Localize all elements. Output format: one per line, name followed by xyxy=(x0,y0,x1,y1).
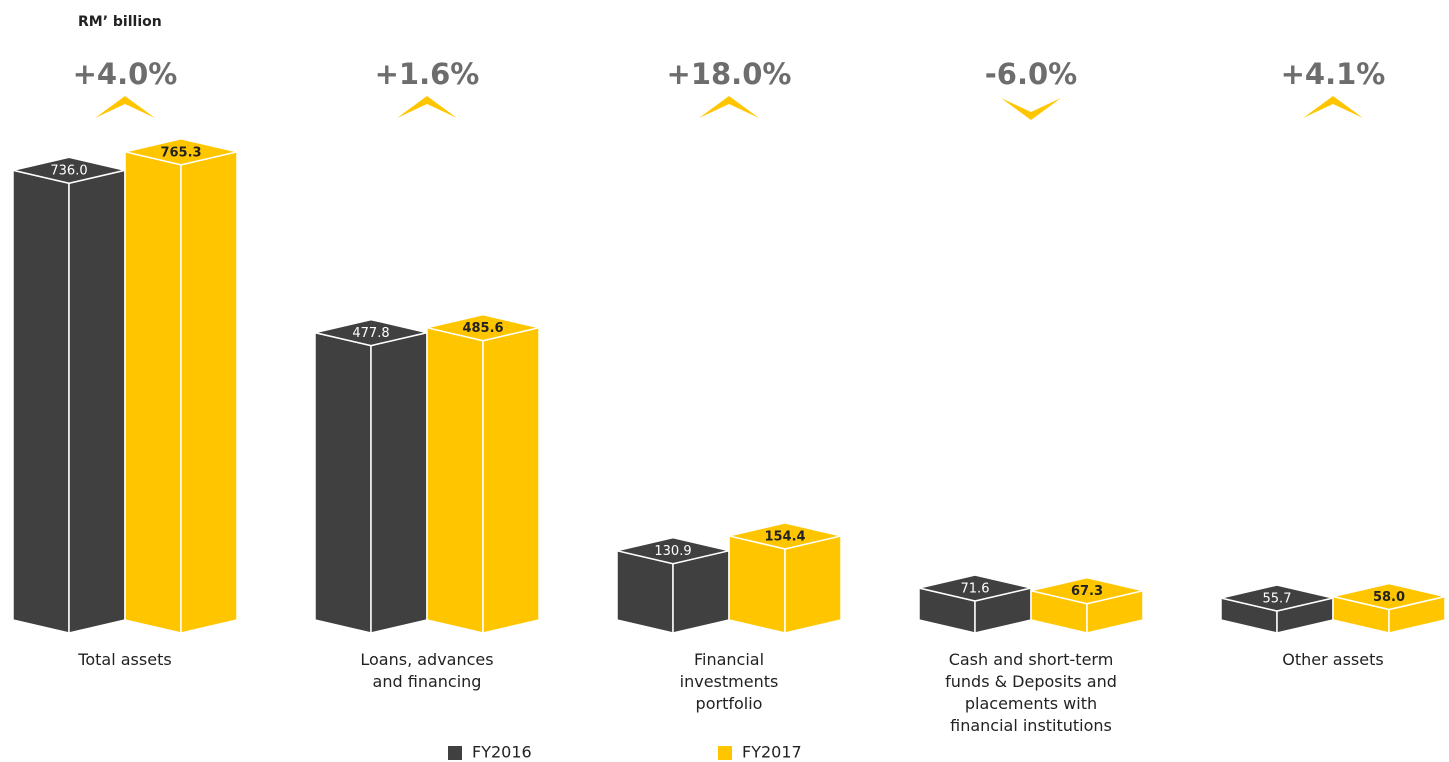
bar-right-face xyxy=(672,549,730,634)
value-label: 485.6 xyxy=(462,321,503,336)
change-annotation: +18.0% xyxy=(667,57,792,91)
value-label: 71.6 xyxy=(961,581,990,596)
value-label: 67.3 xyxy=(1071,584,1103,599)
change-chevron xyxy=(1303,96,1363,118)
bar-top-face xyxy=(1030,576,1144,605)
unit-label: RM’ billion xyxy=(78,14,162,30)
bar-left-face xyxy=(616,549,674,634)
value-label: 130.9 xyxy=(654,544,691,559)
bar-top-face xyxy=(728,522,842,550)
legend-label: FY2017 xyxy=(742,743,802,762)
bar-right-face xyxy=(482,326,540,634)
bar-top-face xyxy=(918,574,1032,602)
legend-label: FY2016 xyxy=(472,743,532,762)
bar-top-face xyxy=(1332,582,1446,611)
value-label: 736.0 xyxy=(50,164,87,179)
change-chevron xyxy=(699,96,759,118)
value-label: 765.3 xyxy=(160,145,201,160)
x-tick-label: Loans, advances and financing xyxy=(360,650,493,691)
bar-left-face xyxy=(728,534,786,634)
value-label: 55.7 xyxy=(1263,591,1292,606)
change-chevron xyxy=(95,96,155,118)
change-annotation: +1.6% xyxy=(375,57,480,91)
bar-left-face xyxy=(12,169,70,634)
bar-right-face xyxy=(784,534,842,634)
bar-left-face xyxy=(426,326,484,634)
x-tick-label: Financial investments portfolio xyxy=(680,650,779,713)
bar-right-face xyxy=(180,150,238,634)
change-annotation: -6.0% xyxy=(985,57,1077,91)
value-label: 154.4 xyxy=(764,529,805,544)
change-chevron xyxy=(1001,98,1061,120)
bar-top-face xyxy=(426,313,540,342)
x-tick-label: Total assets xyxy=(77,650,171,669)
bar-right-face xyxy=(370,331,428,634)
change-annotation: +4.1% xyxy=(1281,57,1386,91)
x-tick-label: Other assets xyxy=(1282,650,1383,669)
bar-left-face xyxy=(314,331,372,634)
legend-swatch xyxy=(718,746,732,760)
change-annotation: +4.0% xyxy=(73,57,178,91)
value-label: 58.0 xyxy=(1373,590,1405,605)
bar-top-face xyxy=(124,138,238,166)
value-label: 477.8 xyxy=(352,326,389,341)
change-chevron xyxy=(397,96,457,118)
bar-left-face xyxy=(124,150,182,634)
bar-right-face xyxy=(68,169,126,634)
legend-swatch xyxy=(448,746,462,760)
x-tick-label: Cash and short-term funds & Deposits and p… xyxy=(945,650,1117,735)
